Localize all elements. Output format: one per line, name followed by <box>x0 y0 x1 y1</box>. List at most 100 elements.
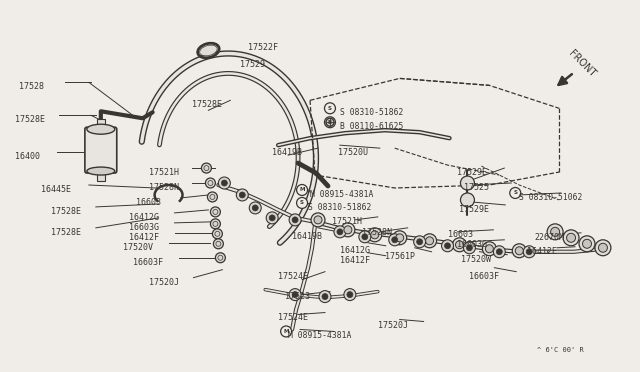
Circle shape <box>319 291 331 302</box>
FancyBboxPatch shape <box>97 119 105 129</box>
Circle shape <box>371 231 379 239</box>
Circle shape <box>526 249 532 255</box>
Circle shape <box>362 234 368 240</box>
Circle shape <box>422 234 436 248</box>
Text: 17528E: 17528E <box>193 100 223 109</box>
Circle shape <box>396 234 404 242</box>
Ellipse shape <box>87 124 115 134</box>
Text: S: S <box>300 201 304 205</box>
Circle shape <box>388 234 401 246</box>
Text: 17528N: 17528N <box>148 183 179 192</box>
Text: 17521H: 17521H <box>332 217 362 226</box>
Circle shape <box>467 245 472 251</box>
Circle shape <box>216 253 225 263</box>
Circle shape <box>281 326 292 337</box>
Circle shape <box>497 249 502 255</box>
Text: 17528E: 17528E <box>15 115 45 124</box>
Circle shape <box>314 216 322 224</box>
Text: S: S <box>513 190 517 195</box>
FancyBboxPatch shape <box>85 127 116 173</box>
Circle shape <box>442 240 454 252</box>
Circle shape <box>337 229 343 235</box>
Circle shape <box>493 246 506 258</box>
Circle shape <box>207 192 218 202</box>
Text: 17520V: 17520V <box>123 243 153 252</box>
Text: 16603G: 16603G <box>458 240 488 249</box>
Circle shape <box>289 214 301 226</box>
Text: 16603F: 16603F <box>132 258 163 267</box>
Circle shape <box>566 233 575 242</box>
Circle shape <box>292 217 298 223</box>
Text: M 08915-4381A: M 08915-4381A <box>288 331 351 340</box>
Circle shape <box>205 178 216 188</box>
Text: 17523: 17523 <box>285 292 310 301</box>
Circle shape <box>211 219 220 229</box>
Circle shape <box>452 238 467 252</box>
Circle shape <box>292 292 298 298</box>
Text: 17520U: 17520U <box>338 148 368 157</box>
Circle shape <box>322 294 328 299</box>
Text: 17520W: 17520W <box>461 255 492 264</box>
Text: M: M <box>300 187 305 192</box>
Text: 17561P: 17561P <box>385 252 415 261</box>
Circle shape <box>202 163 211 173</box>
Text: 16603: 16603 <box>447 230 472 239</box>
Circle shape <box>341 223 355 237</box>
Text: 16400: 16400 <box>15 152 40 161</box>
Circle shape <box>252 205 258 211</box>
Text: 16603G: 16603G <box>129 223 159 232</box>
Text: 17520J: 17520J <box>378 321 408 330</box>
Text: 17528: 17528 <box>19 82 44 92</box>
Text: S 08310-51862: S 08310-51862 <box>308 203 371 212</box>
Text: 17529E: 17529E <box>460 205 490 214</box>
Text: S: S <box>328 106 332 111</box>
Text: ^ 6'C 00' R: ^ 6'C 00' R <box>537 347 584 353</box>
Text: 17524E: 17524E <box>278 272 308 281</box>
Circle shape <box>463 242 476 254</box>
Circle shape <box>344 226 352 234</box>
Text: M: M <box>284 329 289 334</box>
Ellipse shape <box>87 167 115 175</box>
Circle shape <box>334 226 346 238</box>
Circle shape <box>213 239 223 249</box>
Circle shape <box>582 239 591 248</box>
Ellipse shape <box>200 45 217 56</box>
Circle shape <box>417 239 422 245</box>
Circle shape <box>579 236 595 252</box>
Circle shape <box>344 289 356 301</box>
Circle shape <box>324 117 335 128</box>
Circle shape <box>211 207 220 217</box>
Text: 17528E: 17528E <box>51 228 81 237</box>
Circle shape <box>359 231 371 243</box>
Circle shape <box>460 176 474 190</box>
Circle shape <box>239 192 245 198</box>
Text: 16412E: 16412E <box>527 247 557 256</box>
Circle shape <box>550 227 559 236</box>
Circle shape <box>296 198 308 208</box>
Text: 16412F: 16412F <box>340 256 370 265</box>
Text: 17521H: 17521H <box>148 168 179 177</box>
Circle shape <box>426 237 433 245</box>
Circle shape <box>445 243 451 249</box>
Circle shape <box>218 177 230 189</box>
Circle shape <box>547 224 563 240</box>
Circle shape <box>221 180 227 186</box>
Text: 16445E: 16445E <box>41 185 71 194</box>
Circle shape <box>456 241 463 249</box>
Circle shape <box>483 242 497 256</box>
Text: 16412G: 16412G <box>129 213 159 222</box>
Circle shape <box>326 118 334 126</box>
Circle shape <box>392 237 397 243</box>
Text: B: B <box>328 120 332 125</box>
Text: 16603F: 16603F <box>469 272 499 281</box>
Circle shape <box>515 247 524 255</box>
Text: S 08310-51062: S 08310-51062 <box>519 193 582 202</box>
Text: 17528N: 17528N <box>362 228 392 237</box>
Circle shape <box>289 289 301 301</box>
Text: 17529E: 17529E <box>458 168 488 177</box>
Circle shape <box>347 292 353 298</box>
Text: 16412F: 16412F <box>129 233 159 242</box>
Circle shape <box>266 212 278 224</box>
Circle shape <box>485 245 493 253</box>
Text: 17529: 17529 <box>240 61 266 70</box>
